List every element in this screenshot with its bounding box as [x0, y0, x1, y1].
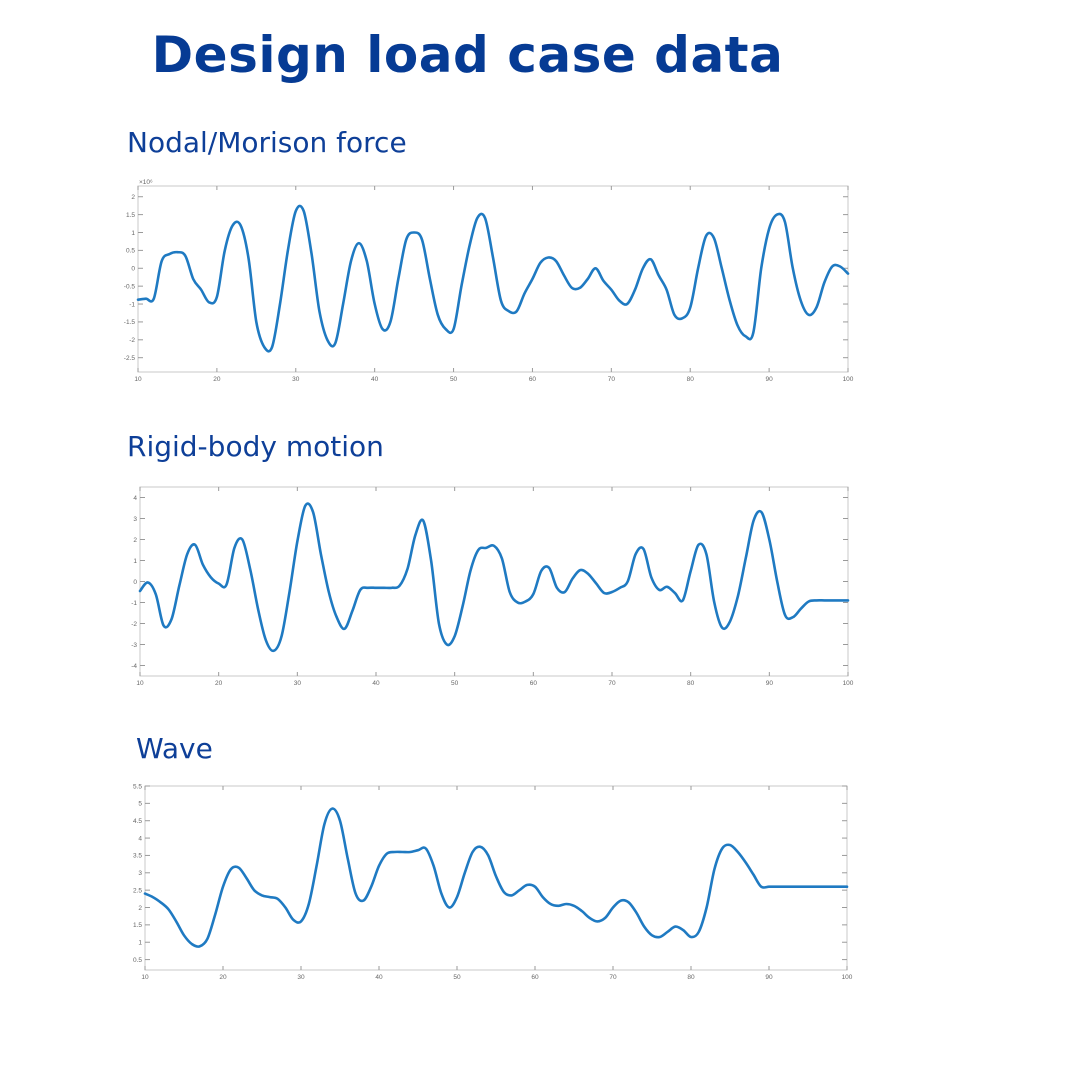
- y-tick-label: -1: [131, 600, 137, 607]
- x-tick-label: 40: [375, 974, 383, 981]
- y-tick-label: 2: [133, 537, 137, 544]
- x-tick-label: 60: [529, 376, 537, 383]
- chart-heading-nodal-force: Nodal/Morison force: [127, 126, 407, 159]
- x-tick-label: 60: [531, 974, 539, 981]
- y-tick-label: 3: [138, 870, 142, 877]
- y-tick-label: 0.5: [133, 957, 142, 964]
- x-tick-label: 50: [453, 974, 461, 981]
- x-tick-label: 20: [219, 974, 227, 981]
- y-tick-label: 3.5: [133, 853, 142, 860]
- x-tick-label: 50: [451, 680, 459, 687]
- x-tick-label: 70: [609, 974, 617, 981]
- rigid-body-motion-chart: 10 20 30 40 50 60 70 80 90 100 -4 -3 -2 -1 0 1 2 3 4: [131, 486, 854, 687]
- x-tick-label: 50: [450, 376, 458, 383]
- y-tick-label: 5: [138, 801, 142, 808]
- y-tick-label: 0.5: [126, 248, 135, 255]
- x-tick-label: 70: [608, 376, 616, 383]
- y-exponent-label: ×10⁶: [139, 179, 153, 186]
- x-tick-label: 40: [372, 680, 380, 687]
- x-tick-label: 80: [687, 680, 695, 687]
- x-tick-label: 30: [294, 680, 302, 687]
- y-tick-label: 1: [133, 558, 137, 565]
- y-tick-label: 1: [138, 940, 142, 947]
- x-tick-label: 90: [766, 680, 774, 687]
- y-tick-label: 2: [131, 194, 135, 201]
- y-tick-label: 5.5: [133, 783, 142, 790]
- data-series-line: [136, 204, 850, 353]
- y-tick-label: 3: [133, 516, 137, 523]
- y-tick-label: 4.5: [133, 818, 142, 825]
- plot-frame: [139, 486, 849, 677]
- x-tick-label: 10: [134, 376, 142, 383]
- y-tick-label: -2: [131, 621, 137, 628]
- page-title: Design load case data: [151, 26, 784, 84]
- x-tick-label: 90: [765, 376, 773, 383]
- x-tick-label: 30: [292, 376, 300, 383]
- y-tick-label: -1: [129, 301, 135, 308]
- y-tick-label: 1.5: [133, 922, 142, 929]
- data-series-line: [138, 502, 850, 653]
- data-series-line: [143, 807, 849, 948]
- y-tick-label: 4: [133, 495, 137, 502]
- x-tick-label: 70: [608, 680, 616, 687]
- chart-heading-wave: Wave: [136, 732, 213, 765]
- y-tick-label: -4: [131, 663, 137, 670]
- x-tick-label: 40: [371, 376, 379, 383]
- y-tick-label: -0.5: [124, 283, 136, 290]
- x-tick-label: 100: [843, 680, 854, 687]
- x-tick-label: 10: [136, 680, 144, 687]
- y-tick-label: 1.5: [126, 212, 135, 219]
- plot-frame: [137, 185, 849, 373]
- x-tick-label: 20: [213, 376, 221, 383]
- y-tick-label: -1.5: [124, 319, 136, 326]
- y-tick-label: 1: [131, 230, 135, 237]
- x-tick-label: 30: [297, 974, 305, 981]
- chart-heading-rigid-body-motion: Rigid-body motion: [127, 430, 384, 463]
- y-tick-label: 2: [138, 905, 142, 912]
- nodal-force-chart: 10 20 30 40 50 60 70 80 90 100 -2.5 -2 -1.5 -1 -0.5 0 0.…: [124, 179, 854, 383]
- y-tick-label: 0: [131, 266, 135, 273]
- x-tick-label: 100: [843, 376, 854, 383]
- y-tick-label: -2: [129, 337, 135, 344]
- y-tick-label: 0: [133, 579, 137, 586]
- x-tick-label: 80: [687, 974, 695, 981]
- y-tick-label: -3: [131, 642, 137, 649]
- y-tick-label: 2.5: [133, 887, 142, 894]
- x-tick-label: 60: [530, 680, 538, 687]
- y-tick-label: -2.5: [124, 355, 136, 362]
- x-tick-label: 100: [842, 974, 853, 981]
- x-tick-label: 20: [215, 680, 223, 687]
- x-tick-label: 10: [141, 974, 149, 981]
- x-tick-label: 90: [765, 974, 773, 981]
- y-tick-label: 4: [138, 835, 142, 842]
- x-tick-label: 80: [687, 376, 695, 383]
- wave-chart: 10 20 30 40 50 60 70 80 90 100 0.5 1 1.5 2 2.5 3 3.5 4 4.5…: [133, 783, 853, 981]
